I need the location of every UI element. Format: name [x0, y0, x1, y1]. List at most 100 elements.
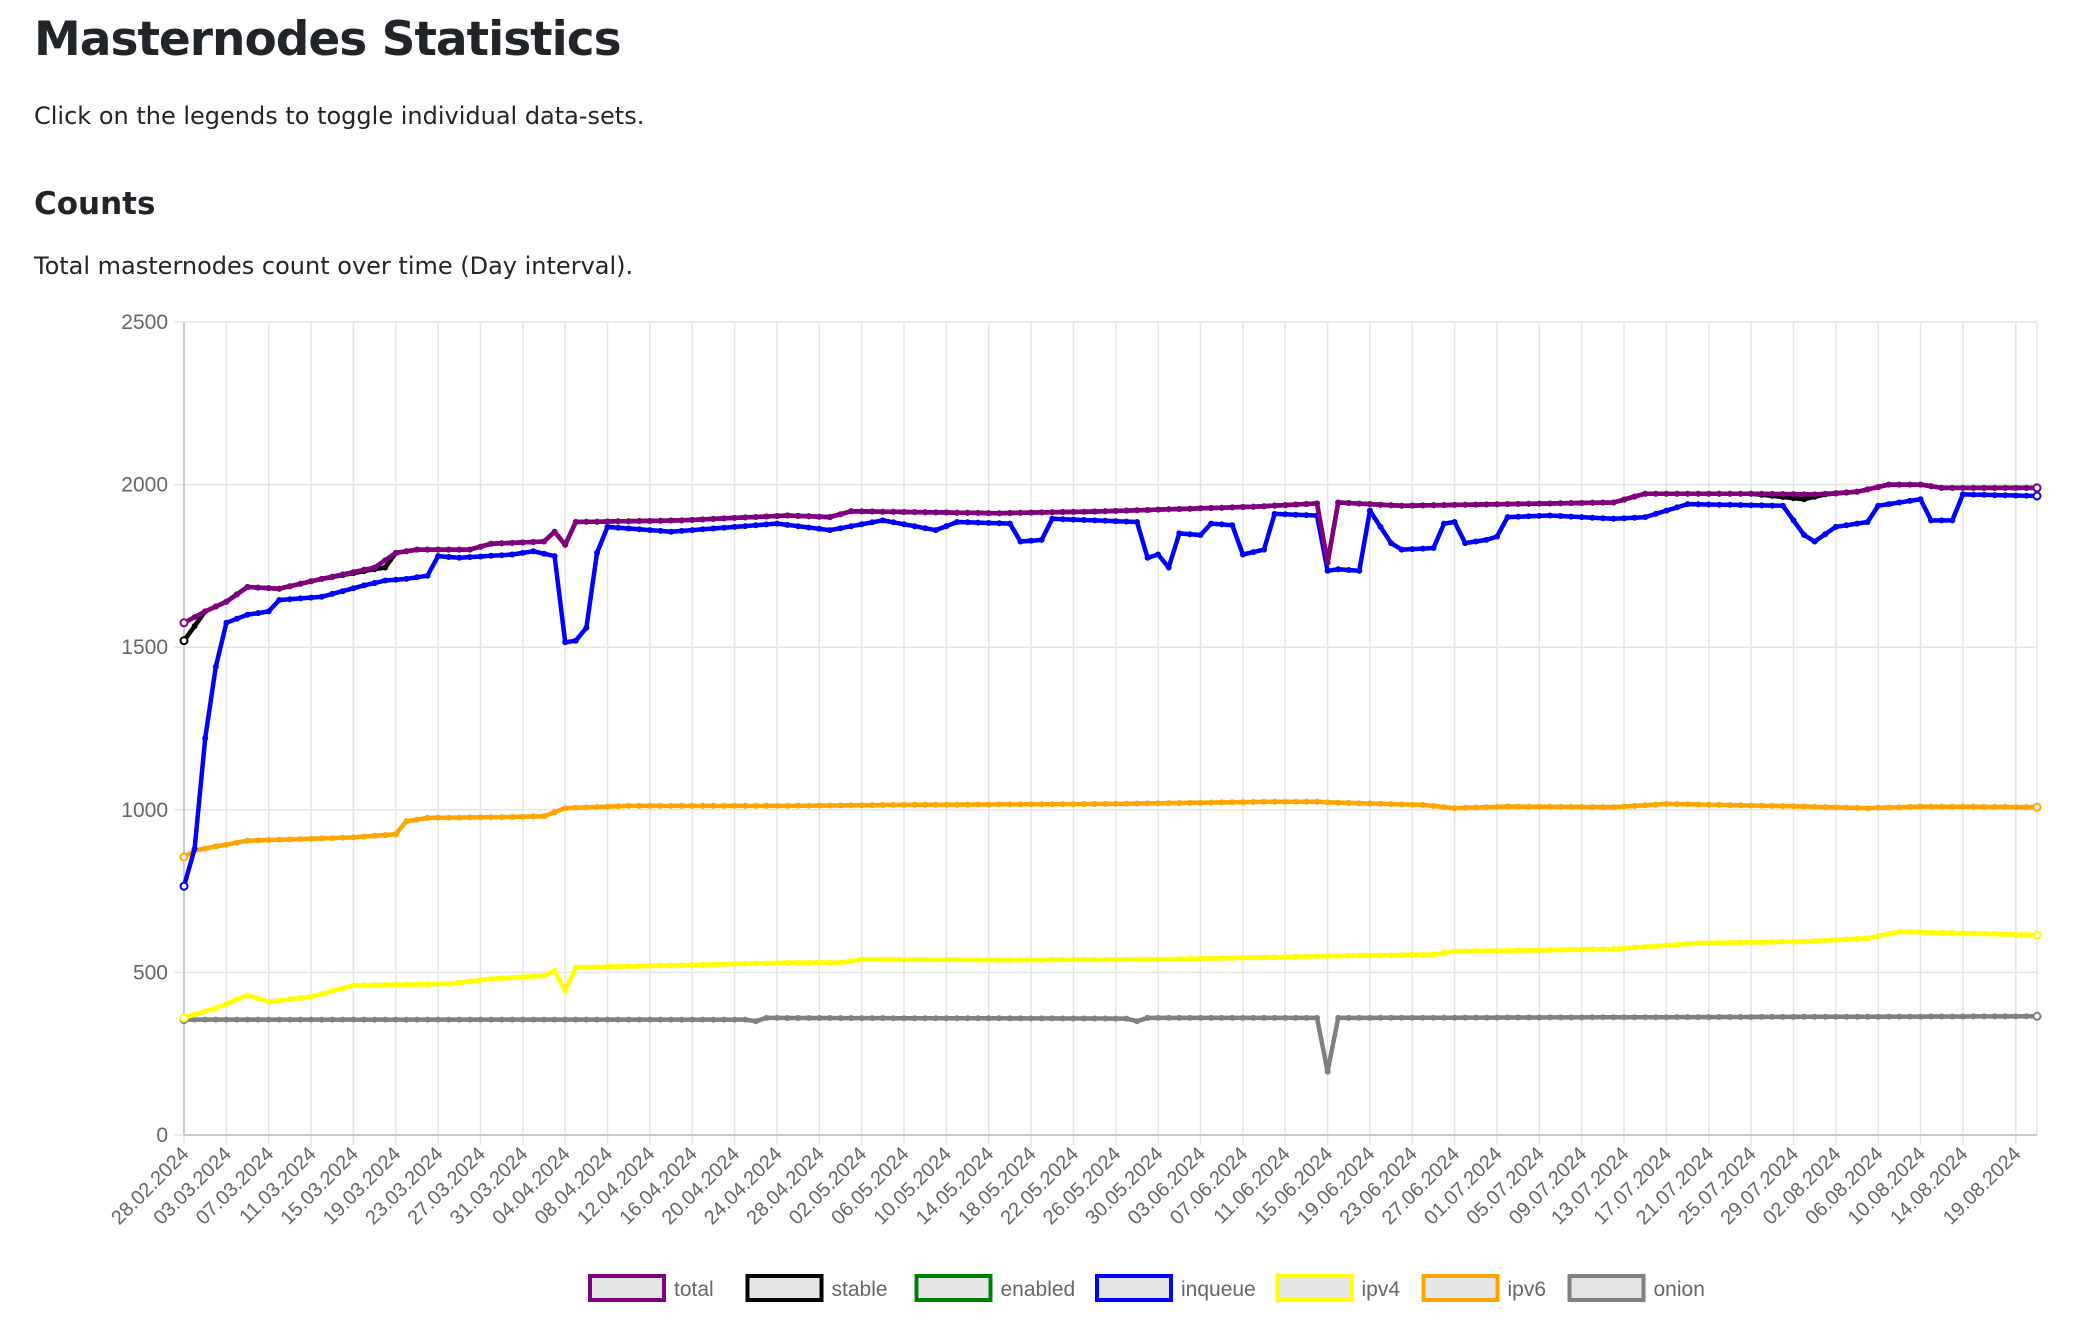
data-point-onion[interactable]	[445, 1016, 452, 1023]
data-point-onion[interactable]	[1017, 1015, 1024, 1022]
data-point-inqueue[interactable]	[509, 551, 516, 558]
data-point-ipv6[interactable]	[424, 814, 431, 821]
data-point-total[interactable]	[636, 518, 643, 524]
data-point-total[interactable]	[530, 539, 537, 545]
data-point-total[interactable]	[1970, 484, 1977, 491]
data-point-ipv6[interactable]	[318, 835, 325, 842]
data-point-ipv4[interactable]	[1822, 937, 1829, 944]
data-point-onion[interactable]	[1134, 1018, 1140, 1025]
data-point-ipv4[interactable]	[1716, 939, 1723, 946]
data-point-inqueue[interactable]	[1822, 531, 1829, 538]
data-point-ipv6[interactable]	[1366, 800, 1373, 807]
data-point-ipv4[interactable]	[392, 981, 399, 988]
data-point-onion[interactable]	[1250, 1014, 1257, 1021]
data-point-ipv4[interactable]	[1928, 929, 1935, 936]
data-point-total[interactable]	[1631, 493, 1638, 500]
data-point-onion[interactable]	[1059, 1015, 1066, 1022]
data-point-inqueue[interactable]	[689, 527, 696, 534]
data-point-ipv4[interactable]	[551, 967, 558, 974]
data-point-total[interactable]	[1070, 508, 1077, 515]
data-point-ipv4[interactable]	[869, 956, 876, 963]
data-point-total[interactable]	[1229, 504, 1236, 511]
data-point-onion[interactable]	[244, 1016, 251, 1023]
data-point-onion[interactable]	[1218, 1014, 1225, 1021]
data-point-ipv6[interactable]	[1102, 800, 1109, 807]
data-point-inqueue[interactable]	[1959, 491, 1966, 498]
data-point-total[interactable]	[943, 509, 950, 516]
data-point-ipv4[interactable]	[445, 980, 452, 987]
data-point-ipv4[interactable]	[1578, 946, 1585, 953]
data-point-total[interactable]	[1832, 490, 1839, 497]
data-point-total[interactable]	[509, 539, 516, 546]
data-point-total[interactable]	[2012, 484, 2019, 491]
data-point-ipv6[interactable]	[509, 814, 516, 820]
data-point-onion[interactable]	[1239, 1014, 1246, 1021]
data-point-inqueue[interactable]	[805, 524, 812, 531]
data-point-inqueue[interactable]	[1621, 515, 1627, 522]
data-point-total[interactable]	[657, 517, 664, 524]
data-point-inqueue[interactable]	[625, 525, 632, 532]
data-point-total[interactable]	[1843, 489, 1850, 496]
data-point-ipv4[interactable]	[572, 964, 579, 971]
data-point-ipv4[interactable]	[890, 956, 897, 963]
data-point-total[interactable]	[922, 509, 929, 516]
data-point-inqueue[interactable]	[1695, 501, 1702, 508]
data-point-inqueue[interactable]	[2032, 491, 2042, 501]
data-point-inqueue[interactable]	[731, 523, 738, 530]
data-point-total[interactable]	[477, 543, 484, 550]
data-point-inqueue[interactable]	[1155, 551, 1162, 558]
data-point-inqueue[interactable]	[943, 523, 950, 530]
data-point-ipv6[interactable]	[911, 801, 918, 808]
data-point-onion[interactable]	[212, 1016, 219, 1023]
data-point-inqueue[interactable]	[1769, 502, 1776, 509]
data-point-ipv6[interactable]	[1917, 803, 1924, 810]
data-point-ipv6[interactable]	[1250, 799, 1257, 805]
data-point-ipv6[interactable]	[308, 835, 315, 842]
data-point-ipv6[interactable]	[1504, 803, 1511, 810]
data-point-ipv6[interactable]	[1536, 803, 1543, 810]
data-point-total[interactable]	[721, 515, 727, 522]
data-point-ipv6[interactable]	[1345, 799, 1352, 806]
data-point-total[interactable]	[308, 578, 315, 585]
data-point-total[interactable]	[710, 515, 717, 522]
data-point-ipv4[interactable]	[1854, 935, 1860, 942]
data-point-total[interactable]	[339, 571, 346, 578]
data-point-ipv6[interactable]	[1218, 799, 1225, 806]
data-point-total[interactable]	[731, 514, 738, 521]
data-point-inqueue[interactable]	[371, 580, 378, 586]
data-point-total[interactable]	[1716, 490, 1723, 497]
data-point-onion[interactable]	[964, 1015, 971, 1022]
data-point-total[interactable]	[223, 598, 230, 605]
data-point-inqueue[interactable]	[1832, 523, 1839, 530]
data-point-ipv6[interactable]	[1197, 799, 1204, 806]
data-point-ipv4[interactable]	[932, 956, 939, 963]
data-point-ipv6[interactable]	[1801, 803, 1808, 810]
data-point-ipv4[interactable]	[1769, 939, 1776, 945]
data-point-ipv6[interactable]	[774, 802, 780, 809]
data-point-inqueue[interactable]	[1218, 521, 1225, 528]
data-point-inqueue[interactable]	[403, 575, 410, 582]
data-point-ipv6[interactable]	[869, 802, 876, 809]
data-point-inqueue[interactable]	[1568, 513, 1575, 520]
data-point-stable[interactable]	[1801, 496, 1808, 503]
data-point-ipv6[interactable]	[1409, 801, 1416, 808]
data-point-onion[interactable]	[1578, 1014, 1585, 1021]
data-point-ipv6[interactable]	[954, 801, 960, 808]
data-point-inqueue[interactable]	[361, 582, 367, 589]
data-point-ipv6[interactable]	[488, 814, 495, 821]
data-point-total[interactable]	[1176, 506, 1183, 512]
data-point-ipv4[interactable]	[1388, 952, 1395, 959]
data-point-ipv4[interactable]	[1546, 947, 1553, 954]
data-point-ipv4[interactable]	[964, 956, 971, 963]
data-point-ipv6[interactable]	[932, 801, 939, 808]
data-point-total[interactable]	[2023, 484, 2030, 491]
data-point-ipv4[interactable]	[477, 977, 484, 984]
data-point-total[interactable]	[212, 603, 219, 610]
data-point-total[interactable]	[1335, 499, 1342, 506]
data-point-ipv6[interactable]	[1631, 802, 1638, 809]
data-point-onion[interactable]	[2012, 1013, 2019, 1020]
data-point-ipv4[interactable]	[901, 956, 907, 963]
data-point-ipv4[interactable]	[1525, 947, 1532, 954]
data-point-ipv6[interactable]	[477, 814, 484, 821]
data-point-onion[interactable]	[604, 1016, 611, 1023]
